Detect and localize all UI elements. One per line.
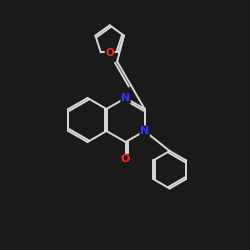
Text: N: N — [121, 93, 130, 103]
Text: O: O — [105, 48, 114, 58]
Text: N: N — [140, 126, 149, 136]
Text: O: O — [121, 154, 130, 164]
